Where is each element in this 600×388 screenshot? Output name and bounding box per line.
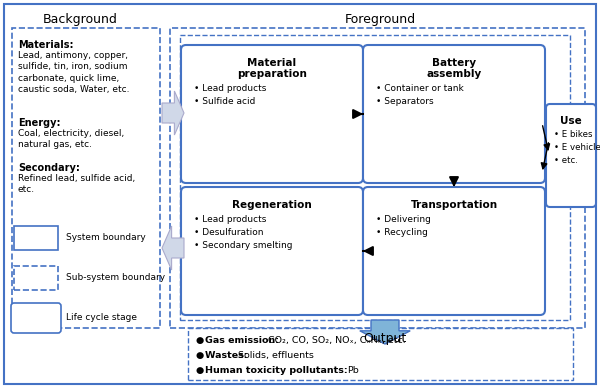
Text: • Separators: • Separators	[376, 97, 434, 106]
Text: • Secondary smelting: • Secondary smelting	[194, 241, 293, 250]
FancyBboxPatch shape	[546, 104, 596, 207]
Text: Regeneration: Regeneration	[232, 200, 312, 210]
FancyBboxPatch shape	[11, 303, 61, 333]
Text: ●: ●	[196, 336, 207, 345]
Text: • E vehicles: • E vehicles	[554, 143, 600, 152]
Text: • Recycling: • Recycling	[376, 228, 428, 237]
Text: • Container or tank: • Container or tank	[376, 84, 464, 93]
Text: Solids, effluents: Solids, effluents	[238, 351, 314, 360]
FancyBboxPatch shape	[4, 4, 596, 384]
FancyBboxPatch shape	[181, 187, 363, 315]
FancyBboxPatch shape	[170, 28, 585, 328]
Polygon shape	[162, 91, 184, 135]
Text: Lead, antimony, copper,
sulfide, tin, iron, sodium
carbonate, quick lime,
causti: Lead, antimony, copper, sulfide, tin, ir…	[18, 51, 130, 94]
Text: • E bikes: • E bikes	[554, 130, 593, 139]
Text: Life cycle stage: Life cycle stage	[66, 314, 137, 322]
Text: • Sulfide acid: • Sulfide acid	[194, 97, 256, 106]
Text: Human toxicity pollutants:: Human toxicity pollutants:	[205, 366, 351, 375]
Text: System boundary: System boundary	[66, 234, 146, 242]
Text: Wastes:: Wastes:	[205, 351, 251, 360]
Text: Energy:: Energy:	[18, 118, 61, 128]
Text: Gas emission:: Gas emission:	[205, 336, 282, 345]
Polygon shape	[360, 320, 410, 344]
FancyBboxPatch shape	[180, 35, 570, 320]
Text: Secondary:: Secondary:	[18, 163, 80, 173]
Text: • Delivering: • Delivering	[376, 215, 431, 224]
Text: ●: ●	[196, 366, 207, 375]
FancyBboxPatch shape	[14, 266, 58, 290]
Text: Background: Background	[43, 13, 118, 26]
Text: ●: ●	[196, 351, 207, 360]
Text: Pb: Pb	[347, 366, 359, 375]
FancyBboxPatch shape	[363, 45, 545, 183]
Text: Coal, electricity, diesel,
natural gas, etc.: Coal, electricity, diesel, natural gas, …	[18, 129, 124, 149]
Text: assembly: assembly	[427, 69, 482, 79]
Text: • Lead products: • Lead products	[194, 215, 266, 224]
Text: • etc.: • etc.	[554, 156, 578, 165]
Text: • Lead products: • Lead products	[194, 84, 266, 93]
Text: Refined lead, sulfide acid,
etc.: Refined lead, sulfide acid, etc.	[18, 174, 135, 194]
Polygon shape	[162, 226, 184, 270]
Text: Foreground: Foreground	[344, 13, 416, 26]
FancyBboxPatch shape	[188, 328, 573, 380]
Text: Output: Output	[364, 332, 407, 345]
Text: Sub-system boundary: Sub-system boundary	[66, 274, 165, 282]
Text: • Desulfuration: • Desulfuration	[194, 228, 263, 237]
FancyBboxPatch shape	[363, 187, 545, 315]
Text: Material: Material	[247, 58, 296, 68]
FancyBboxPatch shape	[181, 45, 363, 183]
FancyBboxPatch shape	[12, 28, 160, 328]
Text: Transportation: Transportation	[410, 200, 497, 210]
Text: Battery: Battery	[432, 58, 476, 68]
Text: CO₂, CO, SO₂, NOₓ, CₓHₓ, etc.: CO₂, CO, SO₂, NOₓ, CₓHₓ, etc.	[268, 336, 406, 345]
Text: preparation: preparation	[237, 69, 307, 79]
Text: Use: Use	[560, 116, 582, 126]
Text: Materials:: Materials:	[18, 40, 74, 50]
FancyBboxPatch shape	[14, 226, 58, 250]
